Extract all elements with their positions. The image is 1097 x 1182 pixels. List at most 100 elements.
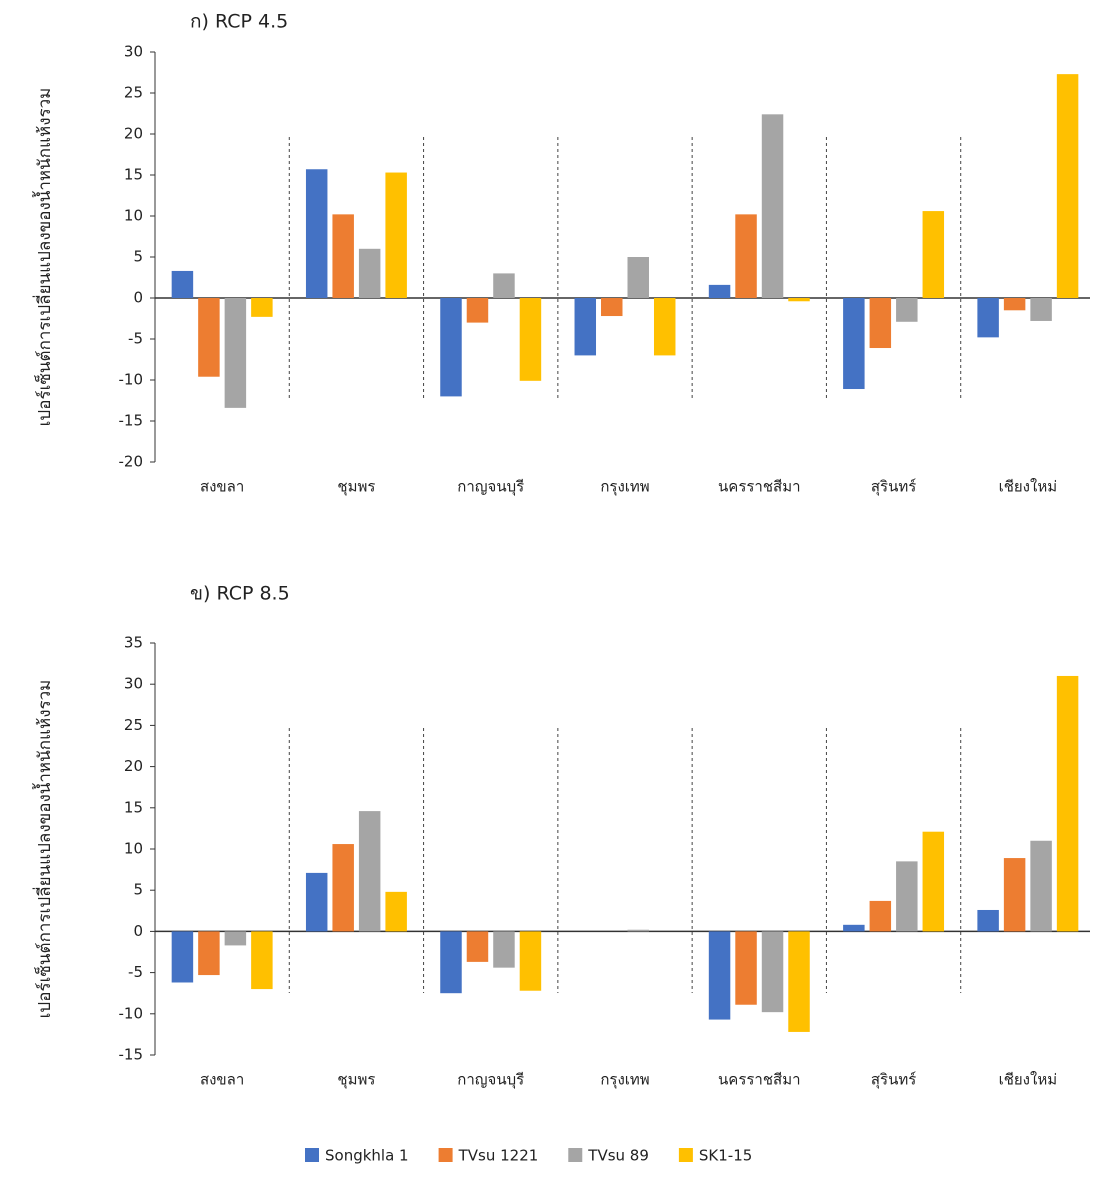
bar — [493, 931, 515, 968]
bar — [896, 861, 918, 932]
x-tick-label: นครราชสีมา — [718, 478, 800, 496]
legend-label: SK1-15 — [699, 1147, 752, 1165]
x-tick-label: สุรินทร์ — [871, 478, 916, 497]
bar — [332, 844, 354, 932]
bar — [440, 298, 462, 397]
bar — [305, 872, 328, 932]
bar — [788, 931, 810, 1032]
y-tick-label: 0 — [133, 922, 143, 940]
bar — [224, 298, 247, 408]
chart-title: ก) RCP 4.5 — [190, 11, 288, 33]
legend-label: Songkhla 1 — [325, 1147, 409, 1165]
y-tick-label: 25 — [124, 84, 143, 102]
y-tick-label: 30 — [124, 43, 143, 61]
bar — [1030, 840, 1052, 932]
y-tick-label: 5 — [133, 881, 143, 899]
bar — [358, 811, 381, 932]
bar — [305, 169, 328, 298]
x-tick-label: กาญจนบุรี — [457, 478, 524, 497]
bar — [735, 214, 757, 298]
y-tick-label: -5 — [128, 963, 143, 981]
bar — [708, 284, 731, 298]
bar — [466, 298, 489, 323]
legend-swatch — [305, 1148, 319, 1162]
x-tick-label: กาญจนบุรี — [457, 1071, 524, 1090]
bar — [358, 248, 381, 298]
bar — [171, 270, 194, 298]
legend-label: TVsu 1221 — [458, 1147, 539, 1165]
bar — [198, 931, 220, 976]
legend-swatch — [438, 1148, 453, 1162]
y-tick-label: -10 — [119, 1004, 144, 1022]
x-tick-label: เชียงใหม่ — [999, 1071, 1058, 1089]
bar — [653, 298, 676, 356]
y-tick-label: 20 — [124, 757, 143, 775]
y-tick-label: -20 — [119, 453, 144, 471]
bar — [1056, 74, 1079, 298]
bar — [977, 298, 999, 338]
bar — [385, 891, 407, 932]
y-tick-label: -5 — [128, 330, 143, 348]
bar — [574, 298, 597, 356]
y-tick-label: -15 — [119, 412, 144, 430]
bar — [735, 931, 757, 1005]
bar — [251, 298, 273, 317]
bar — [440, 931, 462, 994]
bar — [761, 114, 784, 298]
y-tick-label: 20 — [124, 125, 143, 143]
bar — [332, 214, 354, 298]
bar — [519, 298, 542, 381]
bar — [1003, 858, 1026, 932]
bar — [1056, 675, 1079, 932]
y-tick-label: -10 — [119, 371, 144, 389]
legend-swatch — [678, 1148, 693, 1162]
y-axis-label: เปอร์เซ็นต์การเปลี่ยนแปลงของน้ำหนักแห้งร… — [32, 88, 55, 427]
x-tick-label: ชุมพร — [337, 478, 375, 497]
bar — [788, 298, 810, 302]
y-tick-label: 30 — [124, 675, 143, 693]
bar — [896, 298, 918, 322]
y-tick-label: 10 — [124, 840, 143, 858]
x-tick-label: เชียงใหม่ — [999, 478, 1058, 496]
bar — [1003, 298, 1026, 311]
y-tick-label: 15 — [124, 166, 143, 184]
bar — [922, 211, 945, 298]
bar — [761, 931, 784, 1013]
bar — [224, 931, 247, 946]
y-tick-label: 25 — [124, 716, 143, 734]
bar — [519, 931, 542, 991]
x-tick-label: กรุงเทพ — [600, 478, 649, 497]
x-tick-label: สุรินทร์ — [871, 1071, 916, 1090]
x-tick-label: สงขลา — [200, 1071, 244, 1089]
bar — [922, 831, 945, 932]
x-tick-label: สงขลา — [200, 478, 244, 496]
bar — [493, 273, 515, 298]
x-tick-label: กรุงเทพ — [600, 1071, 649, 1090]
bar — [1030, 298, 1052, 321]
y-tick-label: 10 — [124, 207, 143, 225]
y-tick-label: 15 — [124, 798, 143, 816]
bar — [198, 298, 220, 377]
chart-title: ข) RCP 8.5 — [190, 583, 290, 605]
y-tick-label: 5 — [133, 248, 143, 266]
y-tick-label: -15 — [119, 1046, 144, 1064]
y-axis-label: เปอร์เซ็นต์การเปลี่ยนแปลงของน้ำหนักแห้งร… — [32, 680, 55, 1019]
bar — [601, 298, 623, 317]
bar — [843, 298, 865, 390]
bar — [977, 909, 999, 932]
y-tick-label: 35 — [124, 634, 143, 652]
bar — [171, 931, 194, 983]
y-tick-label: 0 — [133, 289, 143, 307]
legend-label: TVsu 89 — [587, 1147, 649, 1165]
bar — [627, 929, 649, 932]
bar — [251, 931, 273, 990]
bar — [869, 298, 892, 349]
x-tick-label: ชุมพร — [337, 1071, 375, 1090]
bar — [627, 257, 649, 298]
bar — [466, 931, 489, 962]
x-tick-label: นครราชสีมา — [718, 1071, 800, 1089]
bar — [708, 931, 731, 1020]
bar — [843, 924, 865, 932]
bar — [385, 172, 407, 298]
